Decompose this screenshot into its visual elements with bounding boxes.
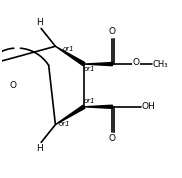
Polygon shape — [84, 105, 112, 108]
Text: O: O — [9, 81, 16, 90]
Text: H: H — [36, 18, 43, 27]
Text: O: O — [109, 27, 116, 36]
Text: OH: OH — [142, 102, 155, 111]
Text: or1: or1 — [63, 46, 74, 52]
Text: or1: or1 — [84, 66, 96, 72]
Text: CH₃: CH₃ — [152, 60, 168, 69]
Text: or1: or1 — [59, 121, 71, 127]
Text: O: O — [132, 58, 139, 67]
Polygon shape — [55, 46, 85, 66]
Polygon shape — [55, 105, 85, 125]
Polygon shape — [84, 62, 112, 66]
Text: O: O — [109, 134, 116, 143]
Text: H: H — [36, 144, 43, 153]
Text: or1: or1 — [84, 98, 96, 104]
